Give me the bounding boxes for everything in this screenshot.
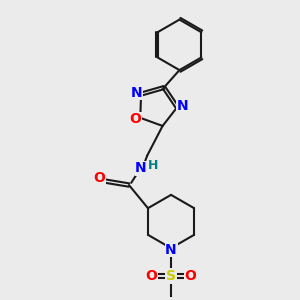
Text: O: O: [94, 171, 106, 185]
Text: N: N: [165, 243, 177, 256]
Text: O: O: [185, 269, 197, 283]
Text: O: O: [146, 269, 157, 283]
Text: S: S: [166, 269, 176, 283]
Text: N: N: [135, 161, 147, 175]
Text: O: O: [129, 112, 141, 126]
Text: N: N: [131, 86, 143, 100]
Text: H: H: [148, 160, 159, 172]
Text: N: N: [176, 99, 188, 113]
